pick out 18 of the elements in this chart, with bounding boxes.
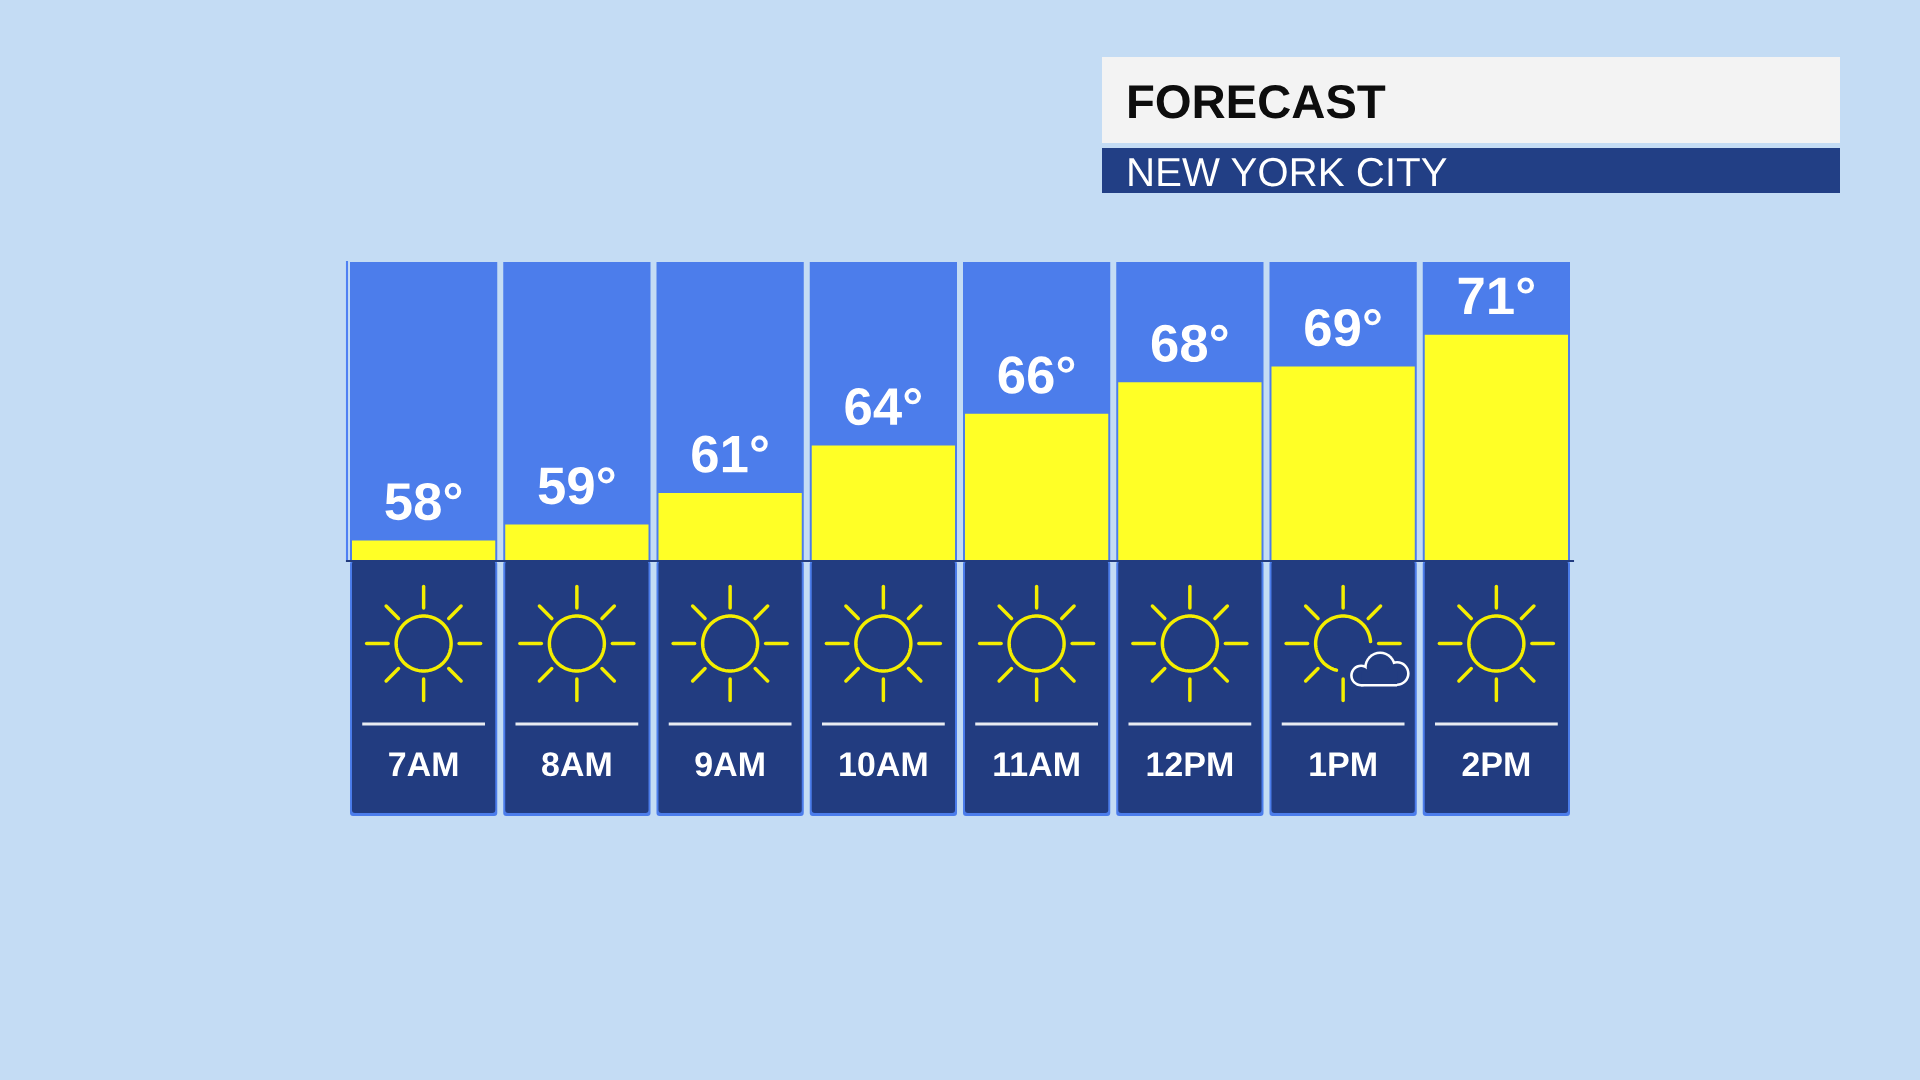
data-label: 59° — [538, 467, 615, 505]
x-tick-label: 2PM — [1462, 752, 1530, 776]
x-tick-label: 11AM — [994, 752, 1079, 776]
x-tick-label: 1PM — [1310, 752, 1376, 776]
x-tick-label: 9AM — [695, 752, 764, 777]
data-label: 68° — [1151, 324, 1228, 363]
data-label: 64° — [845, 387, 922, 426]
x-tick-label: 12PM — [1147, 752, 1233, 776]
data-label: 66° — [998, 356, 1075, 394]
chart-subtitle: NEW YORK CITY — [1129, 157, 1447, 187]
x-tick-label: 8AM — [542, 752, 611, 777]
x-tick-label: 10AM — [840, 752, 927, 777]
data-label: 61° — [692, 435, 768, 473]
data-label: 71° — [1458, 277, 1535, 315]
data-label: 58° — [385, 482, 462, 521]
x-tick-label: 7AM — [389, 752, 458, 776]
data-label: 69° — [1305, 308, 1381, 347]
chart-title: FORECAST — [1129, 85, 1386, 119]
